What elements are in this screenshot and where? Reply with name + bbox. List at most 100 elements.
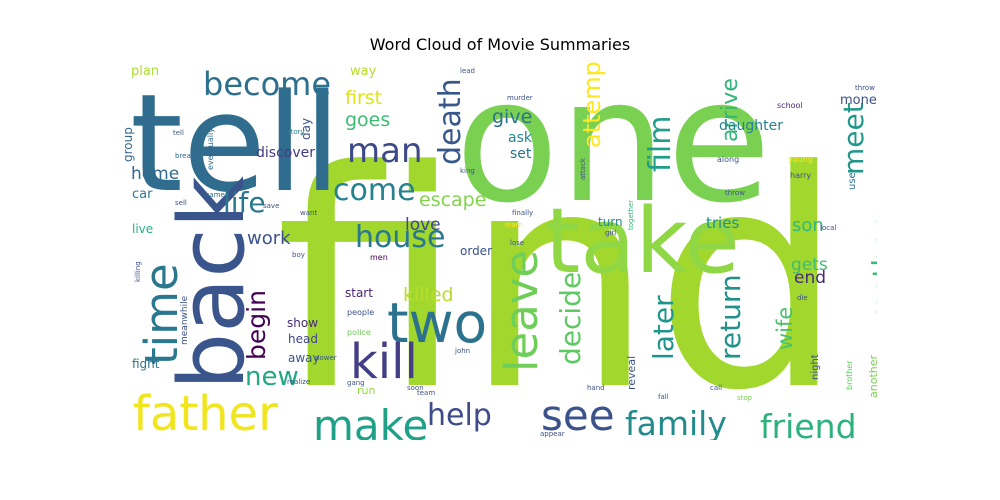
word-hand: hand — [587, 384, 605, 392]
word-call: call — [710, 384, 722, 392]
word-decide: decide — [554, 272, 587, 365]
word-team: team — [417, 389, 435, 397]
word-local: local — [820, 224, 836, 232]
word-boy: boy — [292, 251, 305, 259]
word-money: money — [840, 93, 877, 108]
word-see: see — [541, 391, 615, 440]
word-night: night — [810, 354, 821, 380]
word-help: help — [427, 398, 492, 433]
word-break: break — [175, 152, 196, 160]
word-killing: killing — [134, 261, 142, 282]
word-family: family — [625, 404, 727, 440]
word-daughter: daughter — [719, 118, 783, 134]
word-run: run — [357, 384, 375, 397]
word-meet: meet — [837, 102, 870, 175]
word-first: first — [345, 87, 382, 109]
word-new: new — [245, 362, 299, 392]
word-way: way — [350, 64, 377, 79]
word-later: later — [647, 295, 680, 360]
word-eventually: eventually — [206, 128, 215, 170]
word-gets: gets — [791, 255, 828, 275]
word-work: work — [247, 228, 291, 249]
word-meanwhile: meanwhile — [180, 295, 190, 345]
word-men: men — [370, 253, 388, 262]
word-throw: throw — [725, 189, 745, 197]
word-arrive: arrive — [718, 78, 743, 142]
word-save: save — [263, 202, 279, 210]
word-fight: fight — [132, 357, 160, 371]
word-tries: tries — [706, 214, 739, 232]
word-finally: finally — [512, 209, 533, 217]
word-end: end — [794, 268, 826, 288]
word-police: police — [347, 328, 371, 337]
word-lead: lead — [460, 67, 475, 75]
word-take: take — [545, 189, 740, 294]
word-another: another — [867, 355, 877, 398]
word-lose: lose — [510, 239, 524, 247]
word-come: come — [333, 173, 416, 208]
word-school: school — [777, 101, 803, 110]
chart-title: Word Cloud of Movie Summaries — [369, 35, 631, 54]
word-story: story — [287, 128, 305, 136]
word-love: love — [405, 215, 441, 235]
word-along: along — [717, 155, 739, 164]
word-mother: mother — [866, 220, 877, 322]
word-brother: brother — [845, 360, 854, 390]
word-ask: ask — [508, 130, 533, 146]
word-order: order — [460, 244, 492, 258]
word-home: home — [131, 164, 179, 184]
word-death: death — [433, 78, 468, 165]
word-son: son — [792, 215, 824, 236]
word-soon: soon — [407, 384, 424, 392]
word-tell: tell — [130, 65, 341, 222]
word-car: car — [132, 187, 153, 202]
word-together: together — [627, 200, 635, 230]
word-kill: kill — [350, 334, 418, 390]
word-sell: sell — [175, 199, 187, 207]
word-fall: fall — [658, 393, 669, 401]
word-appear: appear — [540, 430, 565, 438]
word-back: back — [160, 176, 265, 390]
word-named: named — [205, 191, 229, 199]
word-away: away — [288, 351, 320, 365]
word-john: john — [454, 347, 470, 355]
word-girl: girl — [605, 229, 616, 237]
word-wife: wife — [773, 307, 797, 350]
word-attack: attack — [579, 157, 587, 180]
word-return: return — [714, 274, 747, 360]
word-king: king — [460, 167, 475, 175]
word-film: film — [643, 116, 678, 172]
word-turn: turn — [598, 215, 623, 229]
word-day: day — [299, 118, 313, 140]
word-tell: tell — [173, 129, 184, 137]
word-life: life — [223, 186, 266, 219]
word-attempt: attempt — [578, 60, 606, 148]
word-give: give — [492, 106, 532, 128]
word-stop: stop — [737, 394, 753, 402]
word-two: two — [387, 291, 487, 355]
word-set: set — [510, 146, 532, 162]
word-young: young — [788, 155, 813, 164]
word-gang: gang — [347, 379, 365, 387]
word-reveal: reveal — [625, 356, 638, 390]
word-throw: throw — [855, 84, 875, 92]
word-head: head — [288, 332, 318, 346]
word-father: father — [133, 386, 278, 440]
word-harry: harry — [790, 171, 811, 180]
word-show: show — [287, 316, 318, 330]
word-leave: leave — [495, 250, 548, 372]
word-goes: goes — [345, 109, 390, 131]
word-discover: discover — [256, 145, 315, 161]
word-one: one — [455, 60, 771, 241]
word-die: die — [797, 294, 808, 302]
word-house: house — [355, 220, 445, 255]
word-begin: begin — [242, 290, 271, 360]
word-murder: murder — [507, 94, 533, 102]
word-people: people — [347, 308, 374, 317]
word-become: become — [203, 65, 331, 103]
word-group: group — [125, 127, 135, 162]
word-want: want — [300, 209, 317, 217]
word-use: use — [847, 172, 858, 190]
word-learn: learn — [505, 221, 523, 229]
